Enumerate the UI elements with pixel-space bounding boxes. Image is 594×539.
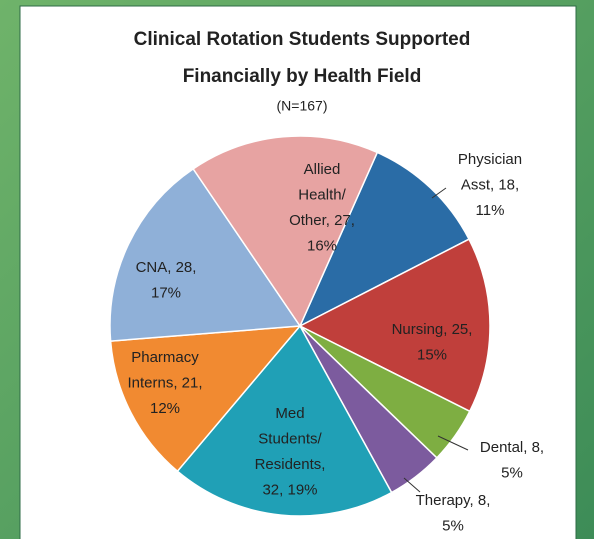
leader-line <box>437 435 469 451</box>
data-label: 17% <box>151 284 181 301</box>
data-label: Pharmacy <box>131 349 199 366</box>
data-label: CNA, 28, <box>136 259 197 276</box>
data-label: Allied <box>304 161 341 178</box>
data-label: Asst, 18, <box>461 176 519 193</box>
leader-line <box>403 477 421 493</box>
pie-slice <box>192 135 379 328</box>
chart-title: Financially by Health Field <box>183 66 422 87</box>
pie-slice <box>176 324 393 517</box>
data-label: Nursing, 25, <box>392 321 473 338</box>
labels: Physician Asst, 18, 11% Nursing, 25, 15% Dent… <box>127 151 544 535</box>
data-label: 16% <box>307 237 337 254</box>
data-label: Dental, 8, <box>480 439 544 456</box>
data-label: 11% <box>476 202 505 219</box>
pie-slice <box>109 167 302 342</box>
data-label: 12% <box>150 400 180 417</box>
data-label: Interns, 21, <box>127 374 202 391</box>
data-label: 32, 19% <box>262 481 317 498</box>
data-label: Physician <box>458 151 522 168</box>
data-label: Health/ <box>298 186 346 203</box>
data-label: Students/ <box>258 430 322 447</box>
chart-subtitle: (N=167) <box>277 98 328 114</box>
data-label: 15% <box>417 346 447 363</box>
leader-line <box>431 187 447 199</box>
pie <box>109 135 491 517</box>
data-label: Residents, <box>255 456 326 473</box>
data-label: Therapy, 8, <box>416 492 491 509</box>
data-label: 5% <box>442 517 464 534</box>
pie-slice <box>298 238 491 413</box>
data-label: Other, 27, <box>289 212 355 229</box>
data-label: 5% <box>501 464 523 481</box>
pie-slice <box>109 325 302 473</box>
chart-title: Clinical Rotation Students Supported <box>134 29 471 50</box>
pie-slice <box>298 151 471 328</box>
data-label: Med <box>275 405 304 422</box>
